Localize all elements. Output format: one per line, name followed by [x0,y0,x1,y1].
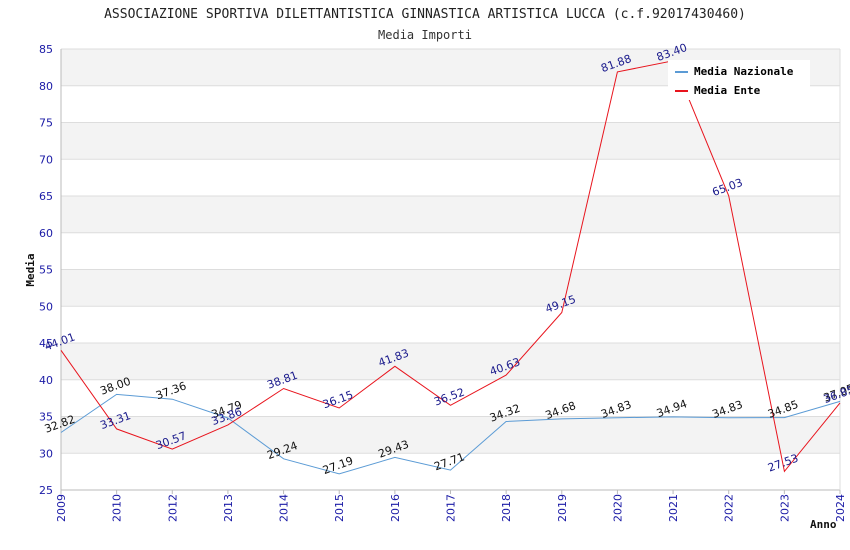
x-tick-label: 2010 [111,494,124,522]
x-tick-label: 2014 [278,494,291,522]
x-tick-label: 2019 [556,494,569,522]
grid-band [61,416,840,454]
y-tick-label: 50 [39,300,53,313]
y-tick-label: 40 [39,374,53,387]
data-label-media-ente: 27.53 [766,452,800,475]
legend-entry-media-nazionale: Media Nazionale [694,65,794,78]
y-axis-ticks: 25 30 35 40 45 50 55 60 65 70 75 80 85 [39,43,53,497]
series-line-media-nazionale [60,393,841,475]
y-tick-label: 65 [39,190,53,203]
x-tick-label: 2022 [723,494,736,522]
y-tick-label: 85 [39,43,53,56]
x-tick-label: 2015 [333,494,346,522]
x-axis-ticks: 2009 2010 2012 2013 2014 2015 2016 2017 2018 2019… [55,490,847,522]
x-tick-label: 2020 [611,494,624,522]
y-tick-label: 45 [39,337,53,350]
x-axis-label: Anno [810,518,837,531]
y-tick-label: 70 [39,153,53,166]
grid-band [61,343,840,380]
grid-band [61,269,840,307]
legend-entry-media-ente: Media Ente [694,84,761,97]
legend-background [668,60,810,100]
data-label-media-ente: 36.52 [432,386,466,409]
y-tick-label: 60 [39,227,53,240]
series-line-media-ente [60,60,841,473]
chart-legend: Media Nazionale Media Ente [668,60,810,100]
x-tick-label: 2018 [500,494,513,522]
grid-lines [60,48,841,491]
grid-band [61,122,840,160]
x-tick-label: 2023 [778,494,791,522]
y-tick-label: 35 [39,411,53,424]
y-tick-label: 30 [39,447,53,460]
chart-title: ASSOCIAZIONE SPORTIVA DILETTANTISTICA GI… [104,7,746,22]
x-tick-label: 2017 [445,494,458,522]
x-tick-label: 2013 [222,494,235,522]
grid-band [61,196,840,233]
y-tick-label: 55 [39,264,53,277]
series-lines [60,60,841,475]
y-axis-label: Media [24,253,37,286]
x-tick-label: 2016 [389,494,402,522]
y-tick-label: 80 [39,80,53,93]
x-tick-label: 2024 [834,494,847,522]
x-tick-label: 2021 [667,494,680,522]
chart-subtitle: Media Importi [378,28,472,42]
x-tick-label: 2012 [166,494,179,522]
y-tick-label: 25 [39,484,53,497]
y-tick-label: 75 [39,117,53,130]
x-tick-label: 2009 [55,494,68,522]
